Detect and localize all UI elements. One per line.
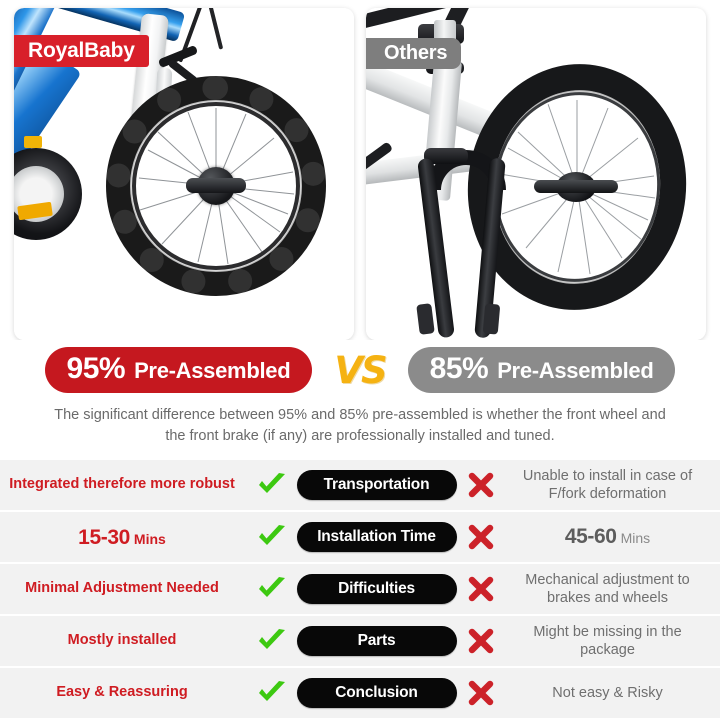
row-category[interactable]: Conclusion (294, 677, 459, 709)
category-badge: Parts (296, 625, 457, 657)
right-duration-unit: Mins (620, 530, 651, 547)
left-duration-unit: Mins (133, 530, 166, 547)
cross-icon (459, 472, 503, 498)
category-badge: Transportation (296, 469, 457, 501)
table-row: Minimal Adjustment Needed Difficulties M… (0, 562, 720, 614)
category-badge: Difficulties (296, 573, 457, 605)
cross-icon (459, 680, 503, 706)
left-duration-range: 15-30 (78, 525, 130, 549)
pre-assembled-banner: 95% Pre-Assembled VS 85% Pre-Assembled (0, 340, 720, 396)
check-icon (250, 680, 294, 706)
right-duration-range: 45-60 (564, 525, 617, 549)
row-right-value: 45-60 Mins (503, 524, 720, 550)
brand-tag-royalbaby: RoyalBaby (14, 35, 149, 67)
row-left-value: Minimal Adjustment Needed (25, 580, 219, 597)
row-left-value: 15-30 Mins (0, 525, 250, 550)
table-row: 15-30 Mins Installation Time 45-60 Mins (0, 510, 720, 562)
row-left-value: Mostly installed (67, 632, 177, 649)
loose-wheel-axle (534, 180, 618, 193)
row-category[interactable]: Difficulties (294, 573, 459, 605)
percent-85: 85% (429, 352, 489, 385)
royalbaby-bike-photo (14, 8, 354, 340)
brand-tag-others: Others (366, 38, 462, 69)
check-icon (250, 576, 294, 602)
row-left-value: Easy & Reassuring (56, 684, 188, 701)
fork-dropout-right (482, 303, 501, 335)
row-category[interactable]: Transportation (294, 469, 459, 501)
table-row: Integrated therefore more robust Transpo… (0, 458, 720, 510)
badge-85-pre-assembled: 85% Pre-Assembled (407, 347, 676, 393)
photo-panel-royalbaby[interactable]: RoyalBaby (14, 8, 354, 340)
table-row: Mostly installed Parts Might be missing … (0, 614, 720, 666)
description-text: The significant difference between 95% a… (0, 396, 720, 459)
comparison-table: Integrated therefore more robust Transpo… (0, 458, 720, 719)
row-category[interactable]: Parts (294, 625, 459, 657)
reflector-front (24, 136, 42, 148)
hub-axle-nut (186, 178, 246, 193)
photo-panel-others[interactable]: Others (366, 8, 706, 340)
detached-fork-crown (424, 148, 468, 164)
vs-icon: VS (334, 348, 387, 392)
table-row: Easy & Reassuring Conclusion Not easy & … (0, 666, 720, 718)
row-right-value: Might be missing in the package (533, 624, 682, 659)
row-right-value: Not easy & Risky (552, 685, 663, 702)
category-badge: Conclusion (296, 677, 457, 709)
check-icon (250, 524, 294, 550)
category-badge: Installation Time (296, 521, 457, 553)
pre-assembled-label-right: Pre-Assembled (497, 358, 654, 383)
row-right-value: Mechanical adjustment to brakes and whee… (525, 572, 690, 607)
badge-95-pre-assembled: 95% Pre-Assembled (44, 347, 313, 393)
cross-icon (459, 628, 503, 654)
check-icon (250, 628, 294, 654)
photo-comparison-section: RoyalBaby (0, 0, 720, 340)
cross-icon (459, 524, 503, 550)
cross-icon (459, 576, 503, 602)
row-right-value: Unable to install in case of F/fork defo… (522, 468, 693, 503)
fork-dropout-left (416, 303, 435, 335)
check-icon (250, 472, 294, 498)
row-category[interactable]: Installation Time (294, 521, 459, 553)
row-left-value: Integrated therefore more robust (9, 476, 235, 493)
percent-95: 95% (66, 352, 126, 385)
pre-assembled-label-left: Pre-Assembled (134, 358, 291, 383)
